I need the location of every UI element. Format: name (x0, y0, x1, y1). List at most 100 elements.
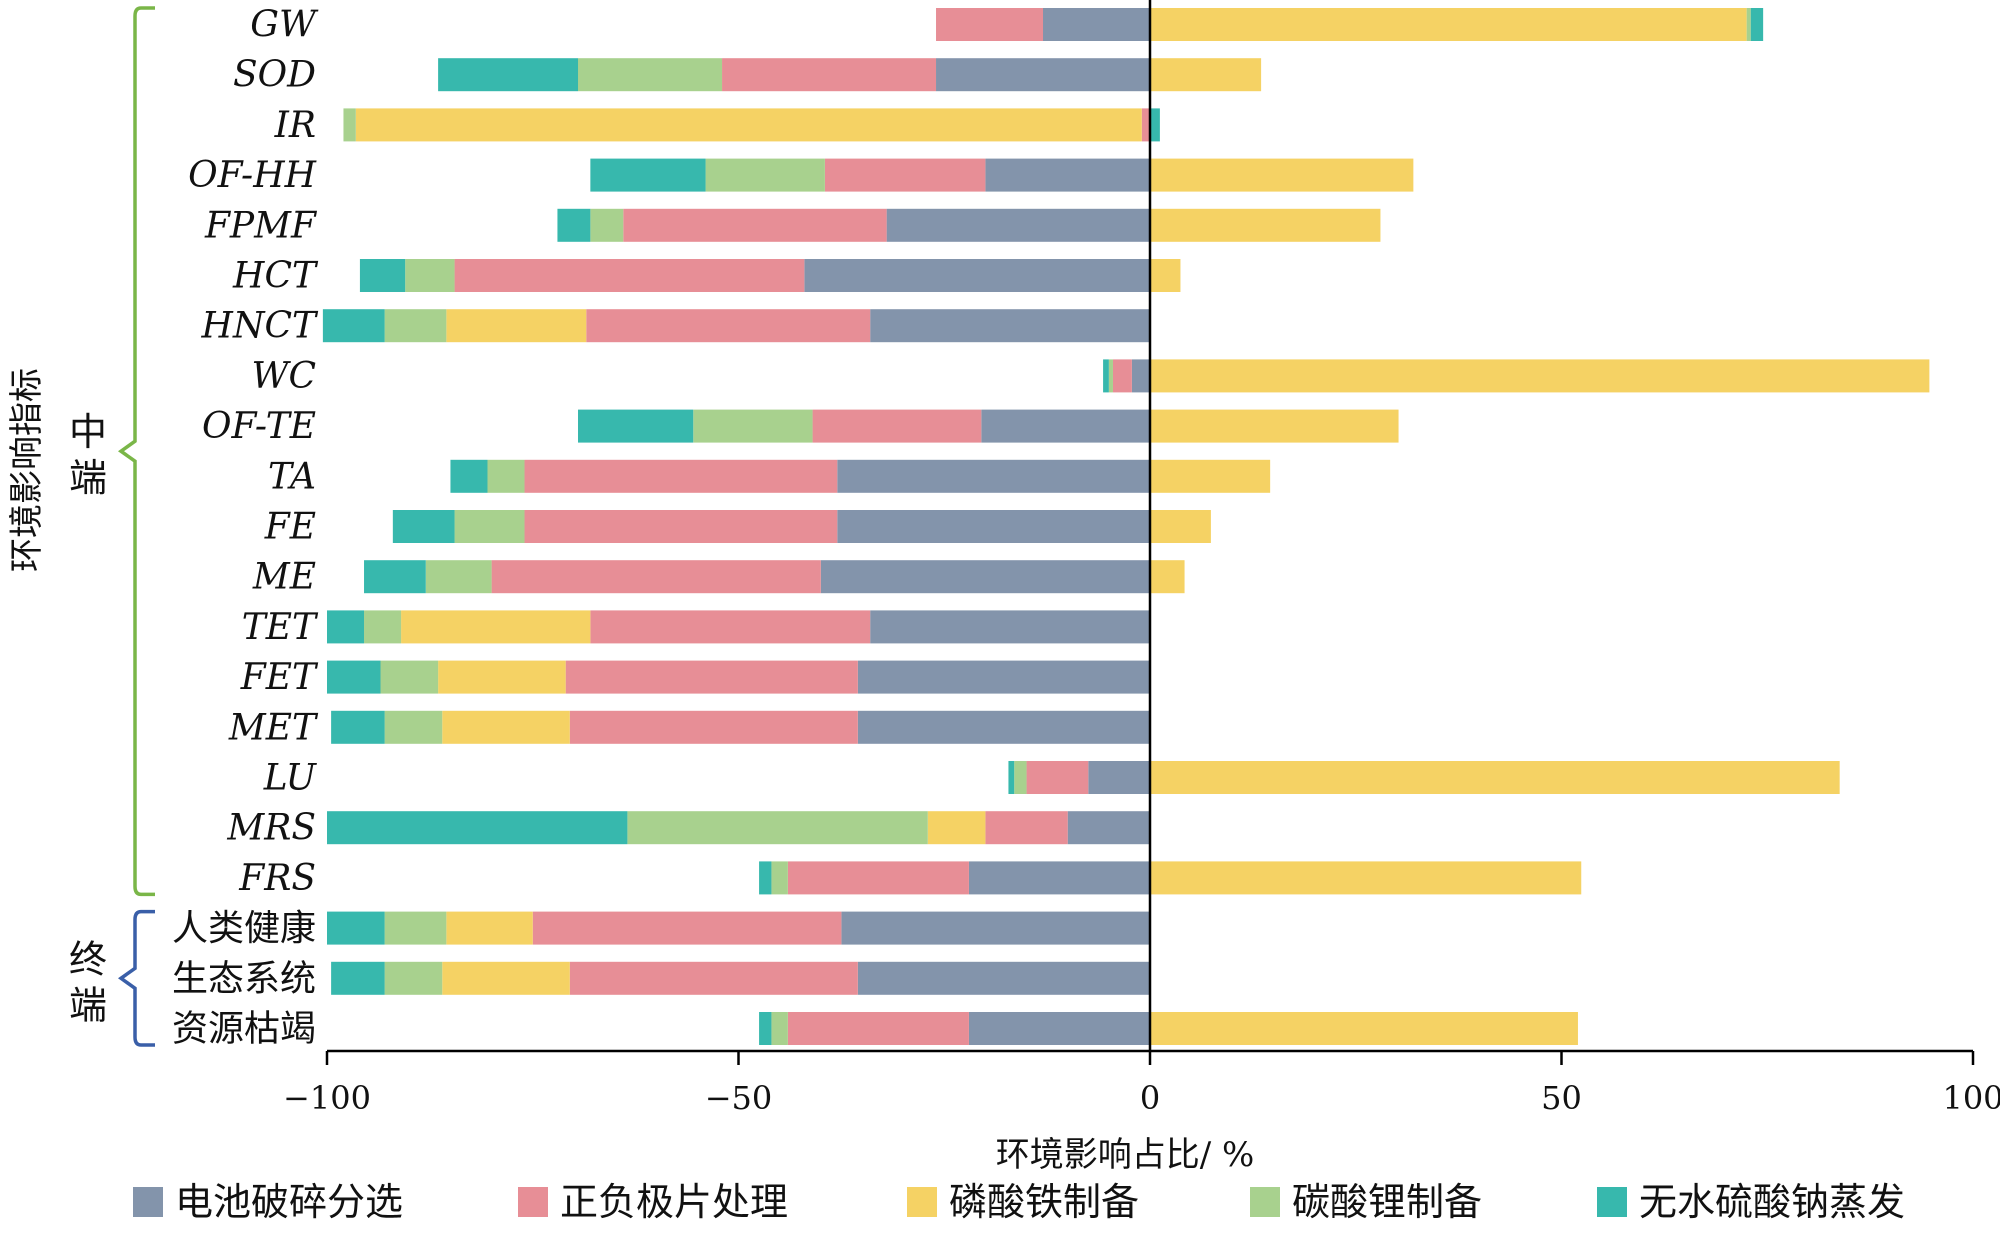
bar-20-series-3 (442, 961, 570, 995)
category-label: OF-TE (202, 406, 316, 447)
bar-4-series-4 (705, 158, 825, 192)
bar-14-series-2 (565, 660, 858, 694)
bar-13-series-3 (401, 610, 591, 644)
bar-6-series-3 (1150, 259, 1181, 292)
bar-11-series-5 (392, 510, 455, 543)
bar-16-series-1 (1088, 761, 1150, 794)
bar-12-series-2 (491, 560, 821, 594)
category-label: 生态系统 (172, 958, 316, 999)
bar-20-series-4 (384, 961, 443, 995)
bar-18-series-1 (968, 861, 1150, 895)
category-label: WC (251, 356, 316, 397)
bar-4-series-2 (824, 158, 986, 192)
bar-10-series-4 (487, 459, 525, 493)
bar-10-series-3 (1150, 459, 1271, 493)
bar-1-series-4 (1746, 8, 1751, 41)
legend-label: 磷酸铁制备 (949, 1180, 1139, 1224)
category-label: MET (228, 707, 319, 748)
bar-6-series-1 (804, 259, 1150, 292)
bar-4-series-3 (1150, 158, 1414, 192)
legend: 电池破碎分选 正负极片处理 磷酸铁制备 碳酸锂制备 无水硫酸钠蒸发 (133, 1180, 1905, 1224)
legend-swatch (133, 1187, 163, 1217)
x-axis: −100 −50 0 50 100 (283, 0, 2000, 1117)
category-labels: GW SOD IR OF-HH FPMF HCT HNCT WC OF-TE TA FE ME TET F… (172, 5, 319, 1050)
category-label: OF-HH (188, 155, 316, 196)
bar-15-series-3 (442, 710, 570, 744)
bar-11-series-3 (1150, 510, 1211, 543)
legend-swatch (518, 1187, 548, 1217)
category-label: 资源枯竭 (172, 1009, 316, 1050)
bar-13-series-1 (870, 610, 1150, 644)
bars-layer (322, 8, 1930, 1045)
bar-15-series-5 (331, 710, 385, 744)
bar-3-series-3 (355, 108, 1142, 142)
bar-11-series-2 (524, 510, 838, 543)
bar-21-series-3 (1150, 1012, 1578, 1045)
category-label: HNCT (201, 306, 319, 347)
category-label: SOD (233, 55, 316, 96)
bar-2-series-2 (722, 58, 937, 92)
category-label: FET (240, 657, 319, 698)
bar-8-series-3 (1150, 359, 1930, 393)
bar-12-series-4 (425, 560, 492, 594)
bar-18-series-2 (787, 861, 969, 895)
bar-14-series-5 (327, 660, 381, 694)
bar-19-series-3 (446, 911, 533, 945)
bar-20-series-2 (569, 961, 858, 995)
bar-8-series-4 (1108, 359, 1113, 393)
x-tick-label: 100 (1942, 1079, 2000, 1117)
bar-6-series-5 (359, 259, 406, 292)
category-label: ME (252, 557, 316, 598)
bar-12-series-3 (1150, 560, 1185, 594)
bar-1-series-1 (1043, 8, 1150, 41)
bar-9-series-4 (693, 409, 813, 443)
group-bracket (117, 6, 155, 897)
bar-20-series-5 (331, 961, 385, 995)
bar-19-series-4 (384, 911, 447, 945)
bar-21-series-5 (759, 1012, 772, 1045)
bar-2-series-1 (936, 58, 1150, 92)
legend-label: 碳酸锂制备 (1292, 1180, 1482, 1224)
bar-3-series-2 (1141, 108, 1150, 142)
bar-5-series-2 (623, 208, 887, 242)
bar-17-series-3 (927, 811, 986, 845)
bar-9-series-2 (812, 409, 982, 443)
bar-21-series-1 (968, 1012, 1150, 1045)
bar-5-series-3 (1150, 208, 1381, 242)
bar-12-series-5 (364, 560, 426, 594)
bar-7-series-3 (446, 309, 587, 343)
bar-16-series-4 (1014, 761, 1027, 794)
bar-17-series-2 (985, 811, 1068, 845)
category-label: TET (242, 607, 319, 648)
category-label: MRS (226, 808, 316, 849)
legend-label: 无水硫酸钠蒸发 (1639, 1180, 1905, 1224)
bar-2-series-4 (578, 58, 723, 92)
bar-10-series-2 (524, 459, 838, 493)
bar-19-series-2 (532, 911, 842, 945)
legend-swatch (907, 1187, 937, 1217)
bar-15-series-2 (569, 710, 858, 744)
bar-14-series-3 (438, 660, 566, 694)
category-label: FE (264, 507, 316, 548)
bar-11-series-4 (454, 510, 525, 543)
bar-7-series-4 (384, 309, 447, 343)
bar-3-series-5 (1150, 108, 1160, 142)
category-label: 人类健康 (172, 908, 316, 949)
bar-14-series-1 (857, 660, 1150, 694)
bar-16-series-3 (1150, 761, 1840, 794)
bar-18-series-4 (771, 861, 788, 895)
category-label: LU (263, 758, 318, 799)
bar-13-series-2 (590, 610, 871, 644)
bar-13-series-5 (327, 610, 365, 644)
category-label: TA (268, 456, 316, 497)
x-tick-label: −100 (283, 1079, 371, 1117)
category-label: GW (250, 5, 319, 46)
x-tick-label: 50 (1541, 1079, 1582, 1117)
x-tick-label: 0 (1140, 1079, 1160, 1117)
bar-20-series-1 (857, 961, 1150, 995)
bar-1-series-2 (936, 8, 1044, 41)
bar-15-series-4 (384, 710, 443, 744)
bar-4-series-1 (985, 158, 1150, 192)
